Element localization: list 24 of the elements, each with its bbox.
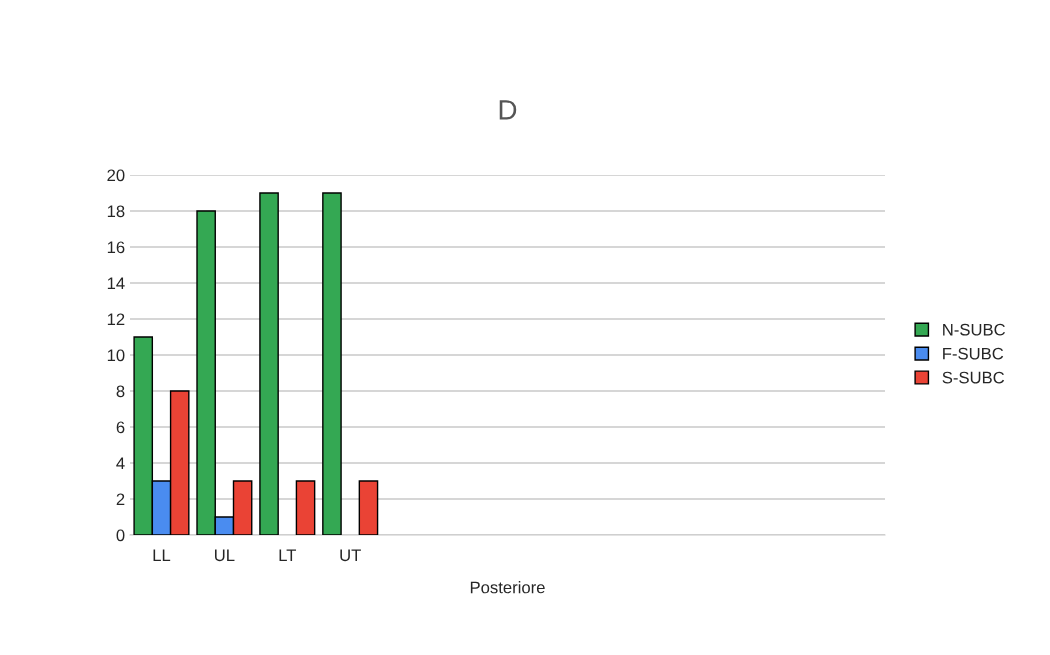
y-tick-label: 12	[107, 313, 125, 326]
x-tick-label: LL	[153, 549, 171, 561]
y-tick-label: 8	[116, 385, 125, 398]
x-tick-label: UT	[340, 549, 361, 562]
y-tick-label: 0	[116, 529, 125, 542]
legend-label: F-SUBC	[943, 347, 1004, 360]
bar	[358, 480, 379, 535]
y-tick-label: 10	[107, 349, 125, 362]
y-tick-label: 2	[116, 493, 125, 506]
y-tick-label: 16	[107, 241, 125, 254]
y-tick-label: 4	[116, 457, 125, 470]
y-tick-label: 6	[116, 421, 125, 434]
y-tick-label: 18	[107, 205, 125, 218]
legend-label: S-SUBC	[942, 371, 1005, 384]
x-tick-label: LT	[279, 549, 297, 561]
x-tick-label: UL	[215, 549, 235, 562]
x-axis-title: Posteriore	[470, 581, 545, 594]
bar	[322, 192, 342, 535]
bar	[259, 192, 279, 535]
y-tick-label: 14	[107, 277, 125, 290]
legend-label: N-SUBC	[943, 323, 1006, 336]
bar	[295, 480, 316, 535]
chart-title: D	[499, 100, 517, 120]
y-tick-label: 20	[107, 169, 125, 182]
